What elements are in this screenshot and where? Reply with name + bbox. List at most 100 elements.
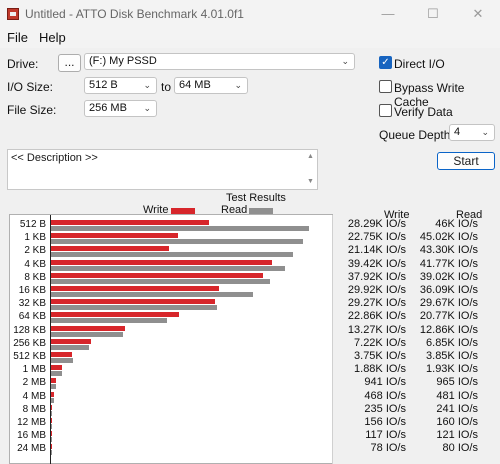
row-label: 64 KB: [18, 311, 46, 323]
write-value: 37.92K IO/s: [347, 270, 406, 283]
write-value: 22.86K IO/s: [347, 310, 406, 323]
queue-depth-select[interactable]: 4 ⌄: [449, 124, 495, 141]
queue-depth-value: 4: [454, 126, 461, 138]
write-bar: [51, 352, 72, 357]
write-value: 117 IO/s: [365, 429, 406, 442]
title-bar: Untitled - ATTO Disk Benchmark 4.01.0f1 …: [0, 0, 500, 28]
description-scrollbar[interactable]: ▲ ▼: [305, 150, 317, 189]
scroll-up-icon[interactable]: ▲: [307, 153, 314, 160]
read-bar: [51, 437, 52, 443]
write-value: 22.75K IO/s: [347, 231, 406, 244]
read-value: 41.77K IO/s: [419, 257, 478, 270]
drive-select-value: (F:) My PSSD: [89, 55, 157, 67]
write-bar: [51, 418, 52, 423]
write-value: 21.14K IO/s: [347, 244, 406, 257]
write-value: 156 IO/s: [364, 416, 406, 428]
menu-help[interactable]: Help: [39, 30, 66, 45]
read-bar: [51, 371, 62, 377]
read-value: 1.93K IO/s: [426, 363, 478, 376]
row-label: 32 KB: [18, 298, 46, 310]
read-bar: [51, 331, 124, 337]
row-label: 16 MB: [17, 430, 46, 442]
read-bar: [51, 278, 270, 284]
file-size-select[interactable]: 256 MB ⌄: [84, 100, 157, 117]
verify-data-label: Verify Data: [394, 105, 453, 119]
read-bar: [51, 305, 218, 311]
write-bar: [51, 272, 264, 278]
legend-read-swatch: [249, 208, 273, 215]
read-bar: [51, 239, 304, 245]
chevron-down-icon: ⌄: [341, 56, 349, 66]
drive-label: Drive:: [7, 57, 39, 71]
read-value: 45.02K IO/s: [419, 231, 478, 244]
read-bar: [51, 318, 168, 324]
read-bar: [51, 410, 53, 416]
chevron-down-icon: ⌄: [481, 127, 489, 137]
write-value: 235 IO/s: [364, 402, 406, 415]
write-bar: [51, 325, 126, 331]
menu-file[interactable]: File: [7, 30, 28, 45]
io-size-from-select[interactable]: 512 B ⌄: [84, 77, 157, 94]
write-value: 78 IO/s: [370, 442, 406, 455]
write-value: 1.88K IO/s: [354, 363, 406, 376]
read-value: 43.30K IO/s: [419, 244, 478, 257]
write-value: 28.29K IO/s: [347, 218, 406, 230]
read-value: 39.02K IO/s: [419, 270, 478, 283]
bypass-write-cache-label: Bypass Write Cache: [394, 81, 465, 109]
read-value: 46K IO/s: [435, 218, 478, 230]
write-value: 3.75K IO/s: [354, 350, 406, 362]
write-bar: [51, 444, 52, 450]
read-value: 6.85K IO/s: [426, 336, 478, 349]
write-bar: [51, 338, 92, 344]
write-value: 29.92K IO/s: [347, 284, 406, 296]
row-label: 1 MB: [22, 364, 46, 376]
chart-axis: [50, 215, 51, 464]
start-button[interactable]: Start: [437, 152, 495, 170]
write-bar: [51, 378, 57, 384]
app-icon: [7, 8, 19, 20]
read-bar: [51, 384, 57, 390]
read-value: 121 IO/s: [436, 429, 478, 442]
description-textarea[interactable]: << Description >> ▲ ▼: [7, 149, 318, 190]
write-bar: [51, 365, 62, 371]
row-label: 256 KB: [13, 337, 46, 349]
write-bar: [51, 246, 170, 252]
minimize-button[interactable]: —: [381, 6, 395, 21]
row-label: 2 MB: [22, 377, 46, 389]
io-size-to-label: to: [161, 80, 172, 94]
io-size-to-select[interactable]: 64 MB ⌄: [174, 77, 248, 94]
scroll-down-icon[interactable]: ▼: [307, 178, 314, 185]
write-value: 941 IO/s: [364, 376, 406, 389]
close-button[interactable]: ✕: [472, 6, 484, 21]
row-label: 12 MB: [17, 417, 46, 428]
drive-select[interactable]: (F:) My PSSD ⌄: [84, 53, 355, 70]
row-label: 16 KB: [18, 285, 46, 296]
bypass-write-cache-checkbox[interactable]: [379, 80, 392, 93]
io-size-from-value: 512 B: [89, 79, 118, 91]
read-value: 29.67K IO/s: [419, 297, 478, 310]
io-size-to-value: 64 MB: [179, 79, 211, 91]
browse-button[interactable]: ...: [58, 54, 81, 72]
verify-data-checkbox[interactable]: [379, 104, 392, 117]
read-bar: [51, 344, 90, 350]
maximize-button[interactable]: ☐: [427, 6, 439, 21]
io-size-label: I/O Size:: [7, 80, 54, 94]
write-bar: [51, 259, 272, 265]
results-title: Test Results: [226, 192, 286, 204]
write-bar: [51, 233, 179, 239]
direct-io-checkbox[interactable]: ✓: [379, 56, 392, 69]
read-bar: [51, 450, 52, 456]
read-bar: [51, 424, 52, 429]
row-label: 4 KB: [24, 258, 46, 270]
read-bar: [51, 292, 254, 297]
write-bar: [51, 431, 52, 437]
read-value: 20.77K IO/s: [419, 310, 478, 323]
read-bar: [51, 397, 54, 403]
read-value: 3.85K IO/s: [426, 350, 478, 362]
column-header-read: Read: [456, 209, 483, 221]
chevron-down-icon: ⌄: [143, 80, 151, 90]
chevron-down-icon: ⌄: [234, 80, 242, 90]
read-bar: [51, 265, 285, 271]
read-value: 160 IO/s: [436, 416, 478, 428]
read-bar: [51, 226, 309, 231]
